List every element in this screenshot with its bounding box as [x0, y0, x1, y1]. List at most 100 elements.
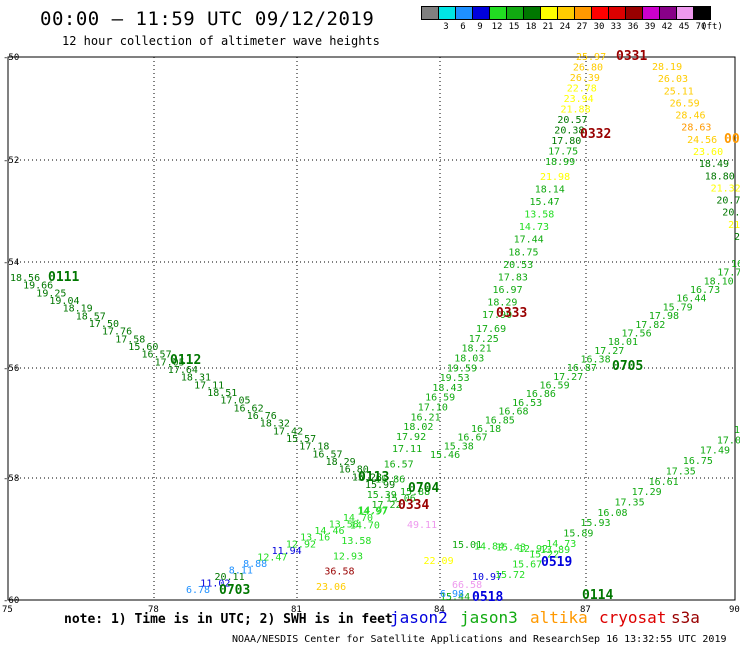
track-t3: 23.0636.5812.9313.5814.7014.9715.3915.86…	[316, 52, 606, 593]
lon-label: 87	[580, 605, 591, 615]
swh-value: 17.90	[482, 310, 512, 321]
swh-value: 12.93	[333, 551, 363, 562]
swh-value: 17.74	[717, 268, 740, 279]
swh-value: 15.43	[496, 543, 526, 554]
swh-value: 15.99	[365, 480, 395, 491]
scale-label: 27	[576, 22, 588, 32]
swh-value: 18.31	[181, 373, 211, 384]
swh-value: 14.70	[343, 513, 373, 524]
swh-value: 17.98	[649, 311, 679, 322]
swh-value: 15.89	[563, 529, 593, 540]
swh-value: 11.94	[272, 546, 302, 557]
swh-value: 23.60	[693, 147, 723, 158]
swh-value: 15.47	[530, 197, 560, 208]
swh-value: 13.58	[524, 210, 554, 221]
lat-label: -58	[3, 474, 19, 484]
swh-value: 16.08	[597, 508, 627, 519]
swh-value: 18.56	[10, 273, 40, 284]
swh-value: 21.32	[711, 183, 740, 194]
swh-value: 14.70	[350, 521, 380, 532]
swh-value: 14.73	[519, 222, 549, 233]
swh-value: 18.32	[260, 419, 290, 430]
swh-value: 16.67	[457, 433, 487, 444]
swh-value: 20.7	[722, 208, 740, 219]
pass-time-label: 0114	[582, 588, 613, 603]
swh-value: 16.87	[567, 363, 597, 374]
swh-value: 12.92	[286, 539, 316, 550]
swh-value: 15.88	[400, 487, 430, 498]
track-t6: 15.4615.3816.6716.1816.8516.6816.5316.86…	[430, 259, 740, 461]
map-axes: 75 78 81 84 87 90 -50 -52 -54 -56 -58 -60	[2, 53, 740, 615]
swh-value: 17.35	[615, 498, 645, 509]
swh-value: 22.78	[567, 84, 597, 95]
swh-value: 20.57	[557, 115, 587, 126]
lon-label: 84	[434, 605, 445, 615]
swh-value: 17.44	[514, 235, 544, 246]
swh-value: 18.14	[535, 185, 565, 196]
swh-value: 17.75	[548, 147, 578, 158]
footnote: note: 1) Time is in UTC; 2) SWH is in fe…	[64, 612, 393, 627]
swh-value: 20.11	[215, 572, 245, 583]
swh-value: 20.74	[716, 196, 740, 207]
swh-value: 19.25	[36, 288, 66, 299]
swh-value: 20	[734, 232, 740, 243]
swh-value: 15.06	[386, 494, 416, 505]
swh-value: 16.85	[485, 415, 515, 426]
swh-value: 14.73	[546, 539, 576, 550]
swh-value: 18.03	[454, 354, 484, 365]
swh-value: 17.11	[194, 380, 224, 391]
track-t2: 6.7811.0220.118.118.8812.4711.9412.9213.…	[186, 487, 430, 596]
swh-value: 19.53	[440, 373, 470, 384]
swh-value: 17.10	[418, 403, 448, 414]
swh-value: 16.57	[384, 459, 414, 470]
swh-value: 15.39	[367, 490, 397, 501]
swh-value: 15.01	[452, 540, 482, 551]
scale-label: 15	[508, 22, 520, 32]
pass-time-label: 0333	[496, 306, 527, 321]
scale-label: 42	[661, 22, 673, 32]
swh-value: 16.57	[312, 449, 342, 460]
swh-value: 16.59	[425, 393, 455, 404]
swh-value: 15.44	[440, 592, 470, 603]
swh-value: 11.02	[200, 579, 230, 590]
track-t1: 18.5619.6619.2519.0418.1918.5717.5017.76…	[10, 273, 395, 491]
scale-label: 6	[460, 22, 466, 32]
credit-line: NOAA/NESDIS Center for Satellite Applica…	[232, 634, 582, 645]
swh-value: 18.29	[326, 457, 356, 468]
swh-value: 15.57	[286, 434, 316, 445]
swh-value: 13.16	[300, 533, 330, 544]
swh-value: 15.86	[375, 475, 405, 486]
swh-value: 12.92	[518, 544, 548, 555]
scale-label: 30	[593, 22, 605, 32]
scale-label: 9	[477, 22, 483, 32]
swh-value: 16.38	[581, 355, 611, 366]
map-frame	[7, 56, 736, 601]
swh-value: 26.03	[658, 74, 688, 85]
swh-value: 17.05	[220, 396, 250, 407]
pass-time-label: 0703	[219, 583, 250, 598]
legend-altika: altika	[530, 608, 588, 627]
lon-label: 78	[148, 605, 159, 615]
swh-value: 15.72	[495, 570, 525, 581]
page-subtitle: 12 hour collection of altimeter wave hei…	[62, 34, 380, 48]
scale-label: 3	[443, 22, 449, 32]
swh-value: 15.60	[128, 342, 158, 353]
swh-value: 16.97	[493, 285, 523, 296]
swh-value: 17.50	[89, 319, 119, 330]
track-t5: 15.7215.6715.2214.7315.8915.9316.0817.35…	[495, 425, 740, 581]
lat-label: -54	[3, 258, 19, 268]
swh-value: 16.62	[234, 403, 264, 414]
swh-value: 16.68	[498, 407, 528, 418]
swh-value: 22.09	[424, 556, 454, 567]
swh-value: 25.97	[576, 52, 606, 63]
generation-timestamp: Sep 16 13:32:55 UTC 2019	[582, 634, 727, 645]
swh-value: 17.29	[632, 487, 662, 498]
swh-value: 16.75	[683, 456, 713, 467]
lat-label: -56	[3, 364, 19, 374]
lon-label: 90	[729, 605, 740, 615]
scale-label: 21	[542, 22, 554, 32]
swh-value: 17.18	[299, 442, 329, 453]
swh-value: 17.22	[372, 500, 402, 511]
legend-jason3: jason3	[460, 608, 518, 627]
